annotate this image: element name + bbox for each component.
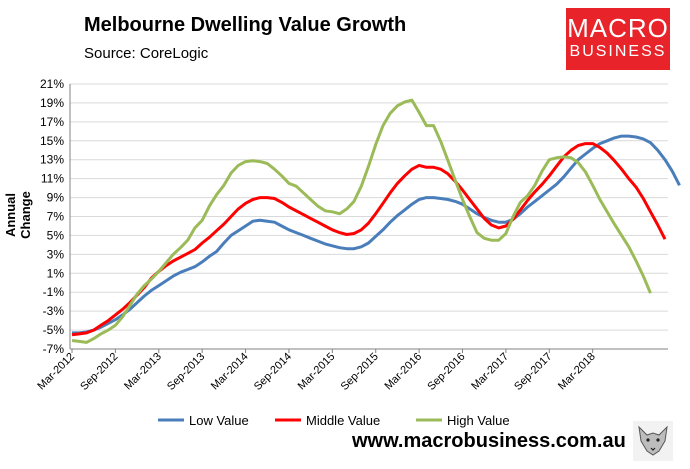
x-tick-label: Sep-2013 [165,351,207,393]
y-tick-label: 13% [40,153,64,167]
legend: Low Value Middle Value High Value [158,413,510,428]
y-tick-label: 5% [47,228,65,242]
series-line-high-value [71,98,652,344]
y-tick-label: -5% [43,323,65,337]
y-tick-label: 1% [47,266,65,280]
x-axis-ticks: Mar-2012 Sep-2012 Mar-2013 Sep-2013 Mar-2014… [35,349,598,393]
series-lines [71,98,681,344]
logo-line2: BUSINESS [569,43,667,60]
chart-subtitle: Source: CoreLogic [84,45,209,62]
x-tick-label: Sep-2014 [252,351,294,393]
x-tick-label: Mar-2018 [556,351,598,393]
series-line-low-value [72,134,681,335]
website-url[interactable]: www.macrobusiness.com.au [352,430,626,452]
y-tick-label: -3% [43,304,65,318]
x-tick-label: Sep-2012 [78,351,120,393]
y-tick-label: 3% [47,247,65,261]
chart-title: Melbourne Dwelling Value Growth [84,14,407,36]
x-tick-label: Mar-2014 [209,351,251,393]
x-tick-label: Sep-2016 [425,351,467,393]
macrobusiness-logo[interactable]: MACRO BUSINESS [566,8,670,70]
y-tick-label: -7% [43,342,65,356]
y-tick-label: 17% [40,115,64,129]
x-tick-label: Mar-2012 [35,351,77,393]
x-tick-label: Mar-2017 [469,351,511,393]
legend-label: Middle Value [306,413,380,428]
series-line-middle-value [71,142,667,337]
legend-label: Low Value [189,413,249,428]
y-tick-label: -1% [43,285,65,299]
grid-lines [69,83,668,350]
y-tick-label: 9% [47,191,65,205]
legend-label: High Value [447,413,510,428]
x-tick-label: Sep-2015 [339,351,381,393]
logo-line1: MACRO [567,13,669,43]
x-tick-label: Mar-2016 [382,351,424,393]
y-axis-ticks: 21% 19% 17% 15% 13% 11% 9% 7% 5% 3% 1% -1% -3% -5% -7% [40,77,64,356]
x-tick-label: Mar-2013 [122,351,164,393]
y-tick-label: 11% [41,172,64,186]
y-tick-label: 7% [47,210,65,224]
y-tick-label: 21% [40,77,64,91]
y-tick-label: 19% [40,96,64,110]
y-tick-label: 15% [40,134,64,148]
x-tick-label: Mar-2015 [296,351,338,393]
x-tick-label: Sep-2017 [512,351,554,393]
fox-illustration-icon [633,421,673,461]
